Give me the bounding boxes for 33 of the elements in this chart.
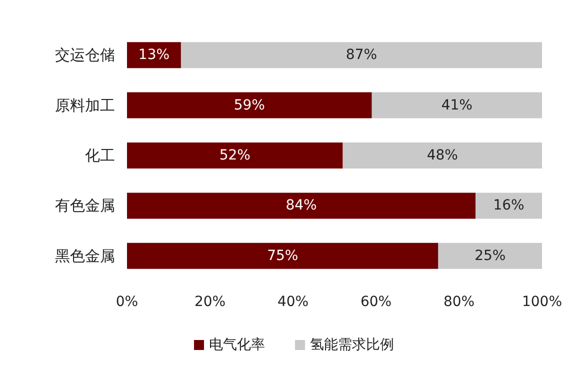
y-tick-label: 交运仓储: [55, 46, 115, 64]
bar: [342, 142, 542, 168]
data-label: 16%: [493, 198, 524, 214]
data-label: 41%: [441, 97, 472, 114]
y-tick-label: 黑色金属: [55, 246, 115, 265]
bar: [438, 242, 542, 269]
x-tick-label: 40%: [277, 294, 309, 310]
bar: [180, 42, 542, 68]
bar: [127, 92, 372, 118]
x-tick-label: 20%: [194, 294, 226, 310]
bar: [127, 242, 438, 269]
x-tick-label: 80%: [443, 294, 475, 310]
x-tick-label: 60%: [360, 294, 392, 310]
y-tick-label: 有色金属: [55, 196, 115, 215]
data-label: 48%: [426, 148, 458, 164]
y-tick-label: 原料加工: [55, 96, 115, 114]
bar: [476, 192, 542, 219]
data-label: 25%: [474, 248, 506, 264]
x-tick-label: 100%: [522, 294, 562, 310]
bar: [372, 92, 542, 118]
y-tick-label: 化工: [85, 146, 115, 164]
bar: [127, 42, 181, 68]
legend-label: 氢能需求比例: [310, 337, 394, 353]
data-label: 87%: [346, 47, 378, 64]
data-label: 59%: [234, 97, 265, 114]
data-label: 84%: [286, 198, 317, 214]
x-tick-label: 0%: [116, 294, 138, 310]
data-label: 13%: [138, 47, 170, 64]
data-label: 52%: [219, 148, 250, 164]
bar: [127, 142, 343, 168]
data-label: 75%: [267, 248, 298, 264]
bar: [127, 192, 476, 219]
legend-label: 电气化率: [209, 337, 265, 353]
